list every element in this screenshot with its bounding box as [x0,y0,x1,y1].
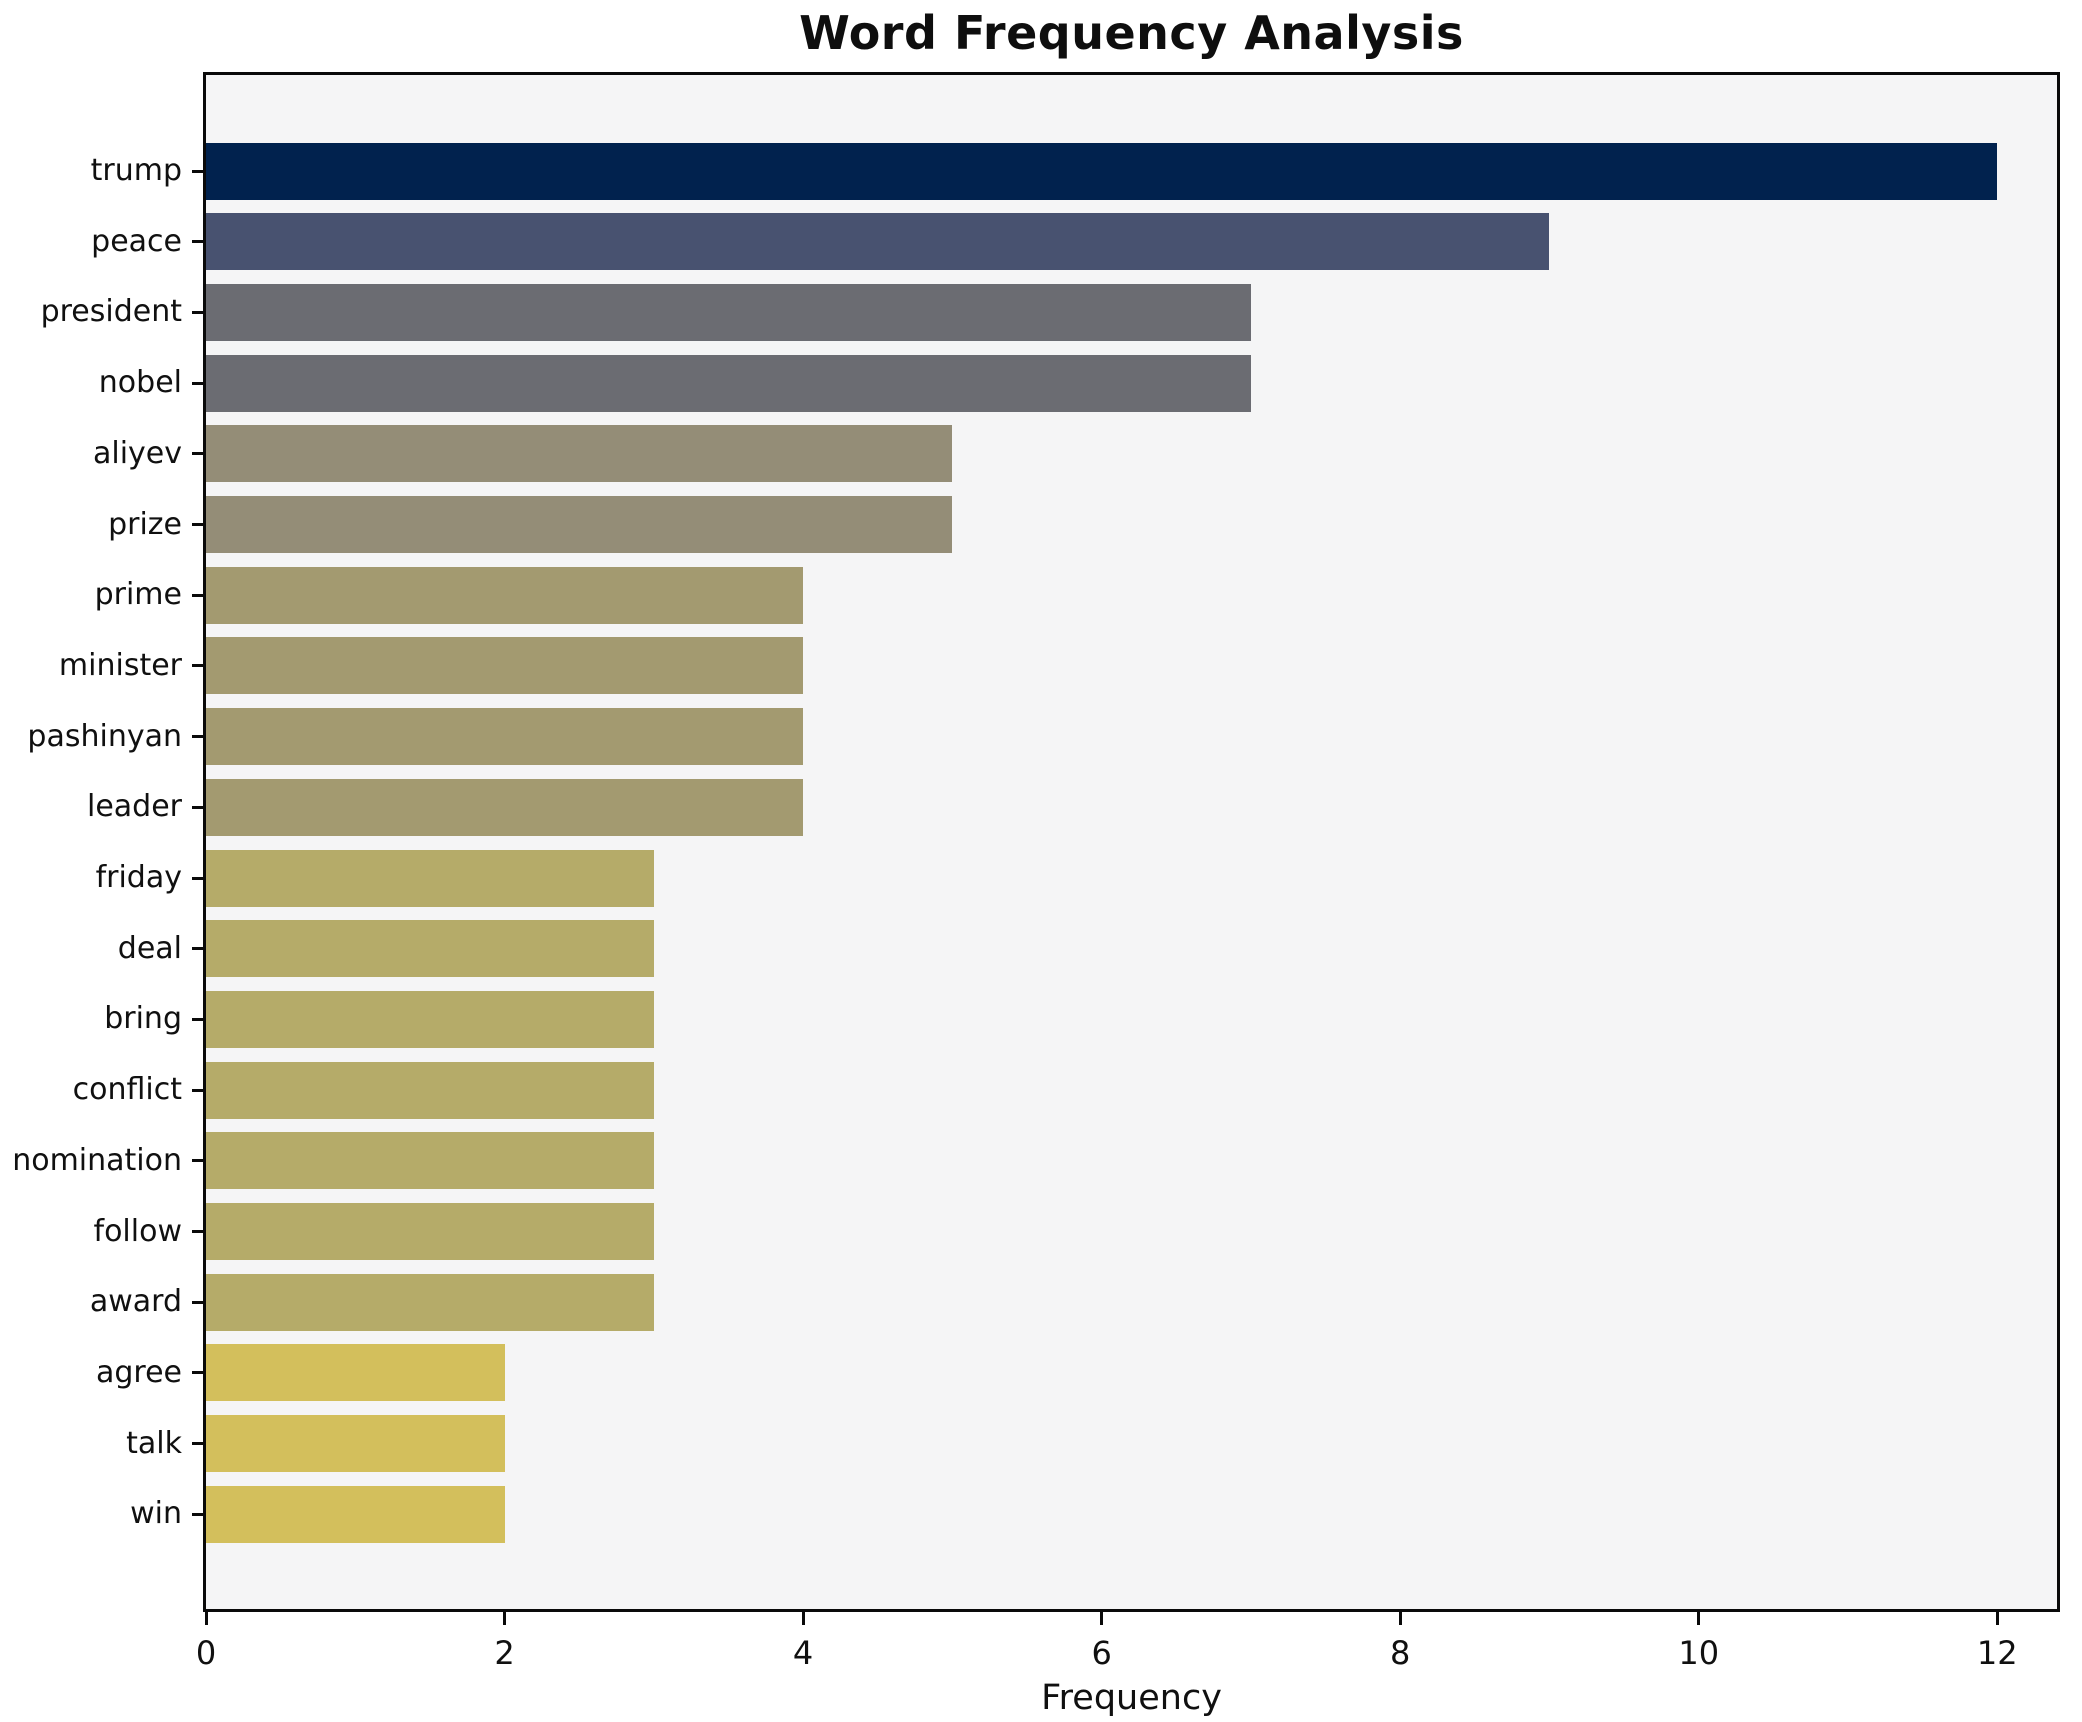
y-tick-leader [192,805,203,809]
y-tick-agree [192,1371,203,1375]
y-tick-talk [192,1442,203,1446]
x-tick-12 [1995,1612,1999,1625]
bar-bring [206,990,654,1048]
y-axis-label-nobel: nobel [98,365,182,401]
bar-peace [206,213,1550,271]
y-axis-label-prime: prime [94,577,182,613]
y-tick-friday [192,876,203,880]
y-axis-label-friday: friday [95,860,182,895]
y-axis-label-follow: follow [93,1213,182,1249]
y-axis-label-award: award [89,1284,182,1320]
bar-leader [206,778,804,836]
y-axis-label-bring: bring [104,1001,182,1037]
y-axis-label-pashinyan: pashinyan [27,718,182,754]
bar-prize [206,496,953,553]
bar-prime [206,566,804,624]
bar-nomination [206,1132,654,1190]
y-tick-nomination [192,1159,203,1163]
y-tick-deal [192,947,203,951]
y-tick-trump [192,169,203,173]
bar-conflict [206,1061,654,1119]
y-tick-president [192,310,203,314]
bar-deal [206,920,654,978]
y-tick-award [192,1300,203,1304]
y-axis-label-aliyev: aliyev [92,435,182,471]
y-axis-label-nomination: nomination [12,1142,182,1178]
bar-friday [206,849,654,907]
x-tick-label-4: 4 [792,1634,814,1672]
x-tick-0 [204,1612,208,1625]
y-tick-conflict [192,1088,203,1092]
y-tick-bring [192,1017,203,1021]
bar-trump [206,142,1998,200]
x-tick-6 [1100,1612,1104,1625]
bar-award [206,1273,654,1331]
x-tick-10 [1697,1612,1701,1625]
bar-minister [206,637,804,695]
x-tick-label-6: 6 [1091,1634,1112,1672]
y-axis-label-win: win [130,1496,182,1532]
y-axis-label-president: president [40,294,182,330]
x-tick-label-10: 10 [1678,1634,1720,1672]
y-axis-label-minister: minister [58,647,182,683]
x-tick-label-12: 12 [1976,1634,2018,1672]
y-tick-follow [192,1230,203,1233]
y-axis-label-peace: peace [91,223,182,259]
y-axis-label-prize: prize [108,506,182,542]
x-axis-title: Frequency [1041,1678,1222,1718]
y-tick-peace [192,240,203,244]
bar-follow [206,1203,654,1260]
y-tick-prime [192,593,203,597]
y-tick-nobel [192,381,203,385]
x-tick-label-0: 0 [195,1634,217,1672]
bar-nobel [206,354,1251,412]
y-tick-pashinyan [192,735,203,739]
y-tick-prize [192,523,203,526]
x-tick-2 [503,1612,507,1625]
bar-win [206,1485,505,1543]
y-tick-minister [192,664,203,668]
x-tick-8 [1398,1612,1402,1625]
y-axis-label-trump: trump [90,153,182,188]
bar-agree [206,1344,505,1402]
bar-talk [206,1415,505,1473]
bar-pashinyan [206,708,804,766]
y-axis-label-deal: deal [117,930,182,966]
bar-aliyev [206,425,953,483]
y-axis-label-agree: agree [95,1354,182,1390]
x-tick-4 [801,1612,805,1625]
y-axis-label-talk: talk [126,1425,182,1461]
y-axis-label-conflict: conflict [72,1072,182,1108]
y-axis-label-leader: leader [86,789,182,825]
chart-title: Word Frequency Analysis [799,6,1464,60]
y-tick-aliyev [192,452,203,456]
x-tick-label-8: 8 [1390,1634,1411,1672]
y-tick-win [192,1512,203,1516]
x-tick-label-2: 2 [494,1634,515,1672]
bar-president [206,283,1251,341]
